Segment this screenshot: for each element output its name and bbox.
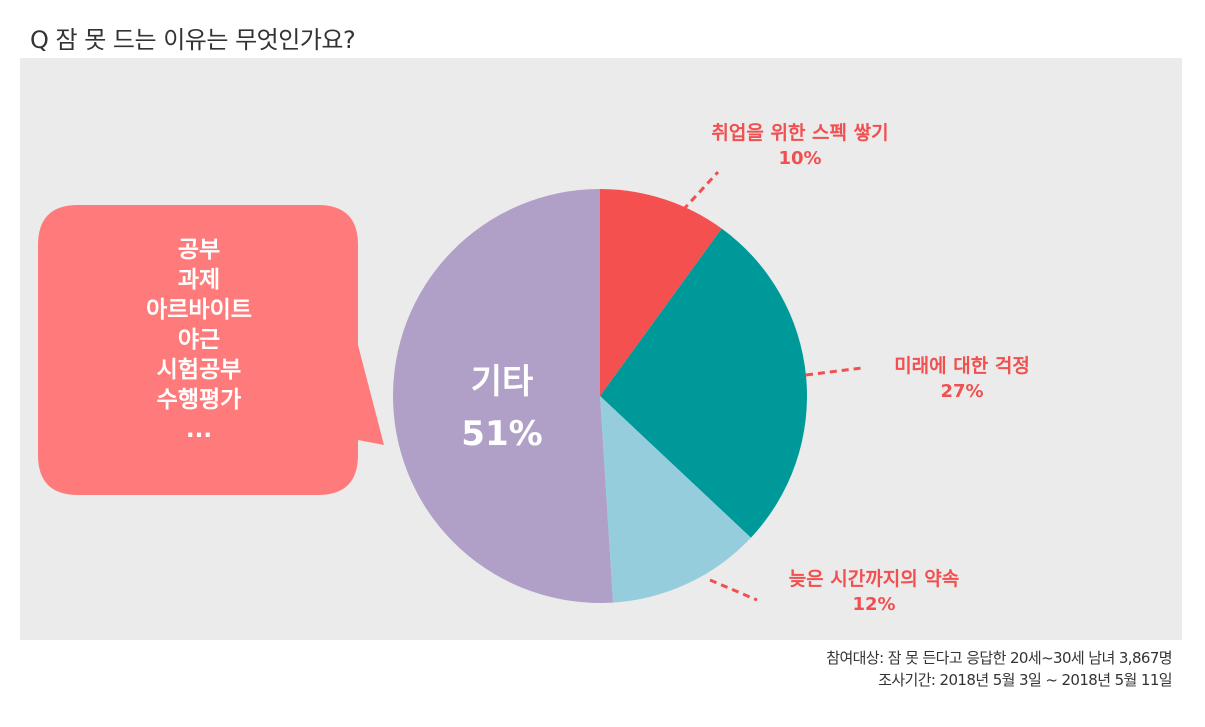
reason-item: 공부 xyxy=(177,237,221,263)
footnote-participants: 참여대상: 잠 못 든다고 응답한 20세~30세 남녀 3,867명 xyxy=(826,649,1172,667)
pie-slice-appointment xyxy=(600,396,751,603)
reason-item: 과제 xyxy=(177,267,221,293)
leader-line-spec xyxy=(681,170,720,212)
slice-label-spec: 취업을 위한 스펙 쌓기 10% xyxy=(680,120,920,172)
survey-footnote: 참여대상: 잠 못 든다고 응답한 20세~30세 남녀 3,867명 조사기간… xyxy=(826,647,1172,691)
slice-label-appointment-value: 12% xyxy=(852,594,896,615)
slice-label-future-value: 27% xyxy=(940,381,984,402)
slice-label-other: 기타 51% xyxy=(432,356,572,460)
footnote-period: 조사기간: 2018년 5월 3일 ~ 2018년 5월 11일 xyxy=(878,671,1172,689)
slice-label-future: 미래에 대한 걱정 27% xyxy=(862,353,1062,405)
reason-item: 야근 xyxy=(177,327,221,353)
reason-item: 수행평가 xyxy=(156,387,242,413)
slice-label-other-name: 기타 xyxy=(470,362,534,402)
page-title: Q 잠 못 드는 이유는 무엇인가요? xyxy=(30,26,356,54)
leader-line-appointment xyxy=(709,578,758,602)
slice-label-other-value: 51% xyxy=(461,414,543,454)
pie-slice-spec xyxy=(600,189,722,396)
reason-item: ... xyxy=(185,417,213,443)
pie-slice-other xyxy=(393,189,613,603)
slice-label-appointment: 늦은 시간까지의 약속 12% xyxy=(752,566,996,618)
slice-label-appointment-name: 늦은 시간까지의 약속 xyxy=(788,568,960,590)
reason-item: 시험공부 xyxy=(156,357,242,383)
reason-item: 아르바이트 xyxy=(146,297,252,323)
pie-slice-future xyxy=(600,228,808,538)
slice-label-future-name: 미래에 대한 걱정 xyxy=(894,355,1030,377)
leader-line-future xyxy=(805,366,863,377)
slice-label-spec-value: 10% xyxy=(778,148,822,169)
speech-bubble xyxy=(38,205,384,495)
slice-label-spec-name: 취업을 위한 스펙 쌓기 xyxy=(711,122,889,144)
